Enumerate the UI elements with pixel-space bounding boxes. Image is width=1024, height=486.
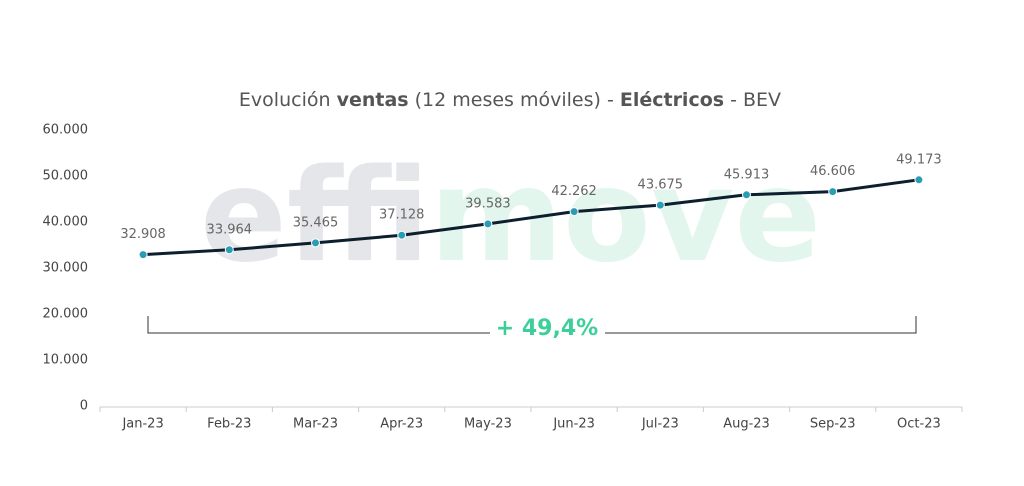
data-label: 42.262 xyxy=(551,184,597,199)
y-tick-label: 30.000 xyxy=(43,261,89,276)
data-label: 49.173 xyxy=(896,152,942,167)
watermark-text: effimove xyxy=(200,142,821,291)
marker xyxy=(828,187,838,197)
y-tick-label: 40.000 xyxy=(43,215,89,230)
y-tick-label: 10.000 xyxy=(43,353,89,368)
data-label: 45.913 xyxy=(724,167,770,182)
marker xyxy=(483,219,493,229)
x-tick-label: Sep-23 xyxy=(810,417,856,432)
watermark-part: move xyxy=(430,142,822,291)
y-tick-label: 0 xyxy=(80,399,88,414)
watermark-part: effi xyxy=(200,142,430,291)
title-part: (12 meses móviles) - xyxy=(409,89,620,111)
x-tick-label: Oct-23 xyxy=(897,417,941,432)
title-part: Eléctricos xyxy=(620,89,724,111)
annotation: + 49,4% xyxy=(496,316,598,341)
marker xyxy=(569,207,579,217)
x-tick-label: May-23 xyxy=(464,417,512,432)
chart-title: Evolución ventas (12 meses móviles) - El… xyxy=(239,89,781,111)
y-tick-label: 50.000 xyxy=(43,169,89,184)
x-tick-label: Jan-23 xyxy=(121,417,163,432)
title-part: Evolución xyxy=(239,89,337,111)
x-tick-label: Aug-23 xyxy=(723,417,770,432)
x-tick-label: Mar-23 xyxy=(293,417,338,432)
line xyxy=(143,178,920,257)
data-label: 37.128 xyxy=(379,208,425,223)
data-label: 35.465 xyxy=(293,215,339,230)
data-label: 43.675 xyxy=(638,178,684,193)
data-label: 46.606 xyxy=(810,164,856,179)
watermark: effimove xyxy=(200,142,821,291)
x-tick-label: Jul-23 xyxy=(641,417,679,432)
marker xyxy=(742,190,751,200)
marker xyxy=(311,238,320,248)
data-label: 33.964 xyxy=(207,222,253,237)
bracket xyxy=(147,316,917,334)
data-label: 39.583 xyxy=(465,196,511,211)
marker xyxy=(138,250,148,260)
y-tick-label: 60.000 xyxy=(43,123,89,138)
x-tick-label: Apr-23 xyxy=(380,417,423,432)
marker xyxy=(397,230,407,240)
marker xyxy=(224,245,234,255)
marker xyxy=(914,175,924,185)
y-tick-label: 20.000 xyxy=(43,307,89,322)
title-part: ventas xyxy=(337,89,409,111)
x-tick-label: Feb-23 xyxy=(207,417,251,432)
data-label: 32.908 xyxy=(120,227,166,242)
x-tick-label: Jun-23 xyxy=(552,417,595,432)
title-part: - BEV xyxy=(724,89,781,111)
marker xyxy=(655,200,665,210)
